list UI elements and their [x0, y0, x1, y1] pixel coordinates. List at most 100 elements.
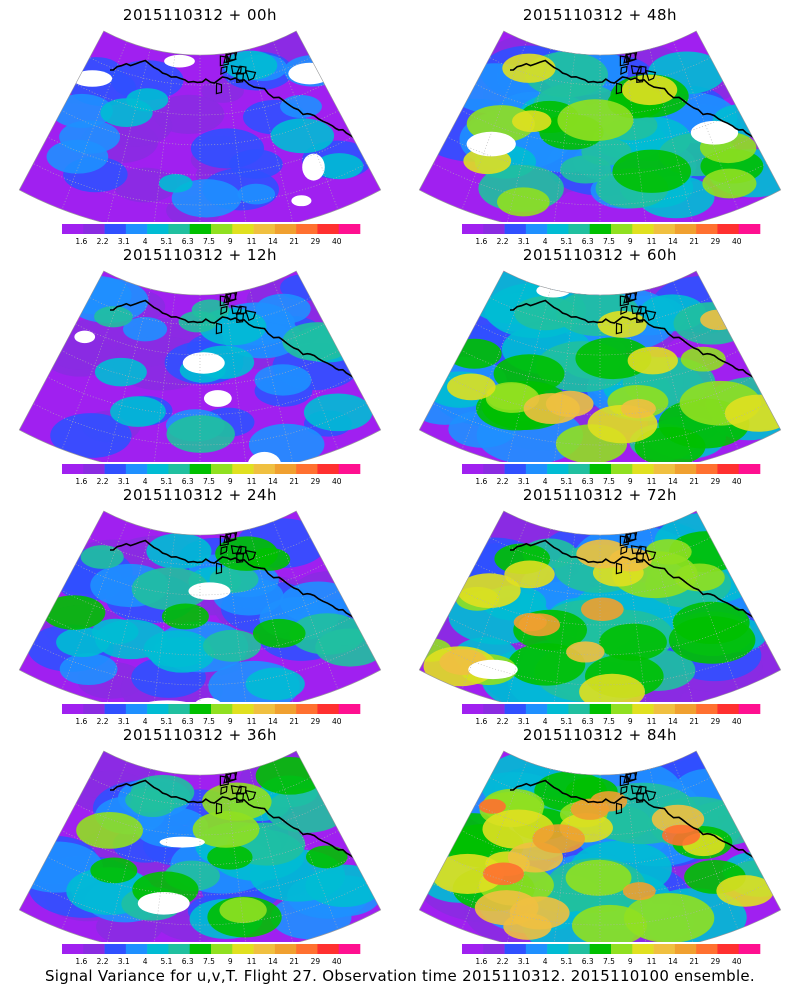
colorbar-label: 29 — [711, 957, 721, 966]
colorbar-label: 1.6 — [75, 477, 87, 486]
colorbar-swatch — [483, 944, 505, 954]
colorbar-label: 7.5 — [203, 717, 215, 726]
colorbar-label: 14 — [268, 477, 278, 486]
colorbar-swatch — [274, 224, 297, 234]
colorbar-swatch — [632, 464, 654, 474]
polar-map — [18, 270, 382, 462]
colorbar-swatch — [717, 704, 740, 714]
colorbar-swatch — [632, 224, 654, 234]
colorbar-swatch — [653, 464, 676, 474]
colorbar-swatch — [317, 224, 340, 234]
colorbar-swatch — [696, 704, 718, 714]
colorbar-label: 6.3 — [182, 957, 194, 966]
colorbar-label: 4 — [143, 957, 148, 966]
colorbar-swatch — [189, 704, 212, 714]
colorbar-swatch — [253, 464, 276, 474]
panel-title: 2015110312 + 00h — [122, 6, 278, 24]
colorbar-label: 1.6 — [75, 237, 87, 246]
colorbar-swatch — [674, 224, 697, 234]
colorbar-label: 9 — [628, 957, 633, 966]
colorbar-swatch — [317, 464, 340, 474]
colorbar-label: 3.1 — [518, 477, 530, 486]
forecast-panel: 2015110312 + 72h 1.6 2.2 3.1 4 5.1 6.3 7.5 9 11 14… — [400, 480, 800, 726]
colorbar-swatch — [189, 464, 212, 474]
colorbar-label: 29 — [711, 477, 721, 486]
colorbar-label: 7.5 — [603, 477, 615, 486]
colorbar-swatch — [462, 224, 484, 234]
colorbar-swatch — [104, 224, 127, 234]
colorbar-swatch — [62, 944, 84, 954]
colorbar-label: 21 — [689, 237, 699, 246]
colorbar-label: 9 — [628, 717, 633, 726]
colorbar-swatch — [696, 944, 718, 954]
colorbar-label: 4 — [543, 717, 548, 726]
colorbar-label: 4 — [143, 717, 148, 726]
colorbar-swatch — [547, 224, 569, 234]
colorbar-label: 3.1 — [118, 477, 130, 486]
colorbar-label: 11 — [647, 237, 657, 246]
colorbar-label: 2.2 — [497, 477, 509, 486]
colorbar-label: 6.3 — [182, 237, 194, 246]
colorbar-label: 40 — [732, 477, 742, 486]
colorbar-swatch — [168, 704, 191, 714]
colorbar-swatch — [253, 704, 276, 714]
colorbar-label: 7.5 — [603, 237, 615, 246]
colorbar-swatch — [589, 464, 612, 474]
colorbar-swatch — [104, 944, 127, 954]
colorbar-swatch — [168, 224, 191, 234]
colorbar-label: 2.2 — [97, 237, 109, 246]
colorbar-swatch — [674, 704, 697, 714]
colorbar-label: 40 — [732, 957, 742, 966]
colorbar-swatch — [568, 464, 591, 474]
colorbar-label: 11 — [647, 717, 657, 726]
colorbar-label: 14 — [268, 717, 278, 726]
colorbar: 1.6 2.2 3.1 4 5.1 6.3 7.5 9 11 14 21 29 40 — [462, 464, 761, 486]
colorbar-swatch — [125, 464, 148, 474]
colorbar-swatch — [589, 704, 612, 714]
colorbar-label: 9 — [228, 717, 233, 726]
colorbar-swatch — [547, 704, 569, 714]
panel-title: 2015110312 + 84h — [522, 726, 678, 744]
colorbar-swatch — [717, 944, 740, 954]
polar-map — [418, 30, 782, 222]
colorbar-swatch — [189, 944, 212, 954]
colorbar-swatch — [611, 464, 633, 474]
colorbar-label: 1.6 — [475, 957, 487, 966]
colorbar-swatch — [211, 944, 233, 954]
colorbar-swatch — [189, 224, 212, 234]
colorbar-label: 11 — [247, 717, 257, 726]
colorbar-label: 21 — [289, 477, 299, 486]
colorbar-swatch — [653, 944, 676, 954]
colorbar-label: 11 — [247, 237, 257, 246]
colorbar-label: 7.5 — [603, 957, 615, 966]
colorbar-swatch — [147, 704, 169, 714]
colorbar-label: 6.3 — [582, 717, 594, 726]
colorbar-label: 7.5 — [603, 717, 615, 726]
colorbar-label: 2.2 — [97, 717, 109, 726]
colorbar-swatch — [104, 464, 127, 474]
colorbar-label: 4 — [543, 957, 548, 966]
colorbar-swatch — [317, 944, 340, 954]
colorbar-label: 40 — [732, 237, 742, 246]
colorbar-swatch — [504, 944, 527, 954]
colorbar-label: 21 — [289, 957, 299, 966]
colorbar-label: 21 — [689, 477, 699, 486]
colorbar-swatch — [525, 464, 548, 474]
colorbar-label: 2.2 — [97, 477, 109, 486]
colorbar-label: 3.1 — [518, 237, 530, 246]
polar-map — [18, 510, 382, 702]
forecast-panel: 2015110312 + 60h 1.6 2.2 3.1 4 5.1 6.3 7.5 9 11 14… — [400, 240, 800, 486]
colorbar-label: 11 — [647, 957, 657, 966]
colorbar-label: 9 — [228, 477, 233, 486]
colorbar-swatch — [338, 944, 361, 954]
colorbar-label: 3.1 — [118, 237, 130, 246]
colorbar-label: 21 — [689, 957, 699, 966]
colorbar-swatch — [653, 224, 676, 234]
colorbar-swatch — [504, 224, 527, 234]
colorbar-swatch — [483, 704, 505, 714]
colorbar-swatch — [274, 704, 297, 714]
colorbar-label: 21 — [289, 237, 299, 246]
colorbar-label: 40 — [732, 717, 742, 726]
colorbar-label: 6.3 — [582, 957, 594, 966]
colorbar-label: 40 — [332, 957, 342, 966]
